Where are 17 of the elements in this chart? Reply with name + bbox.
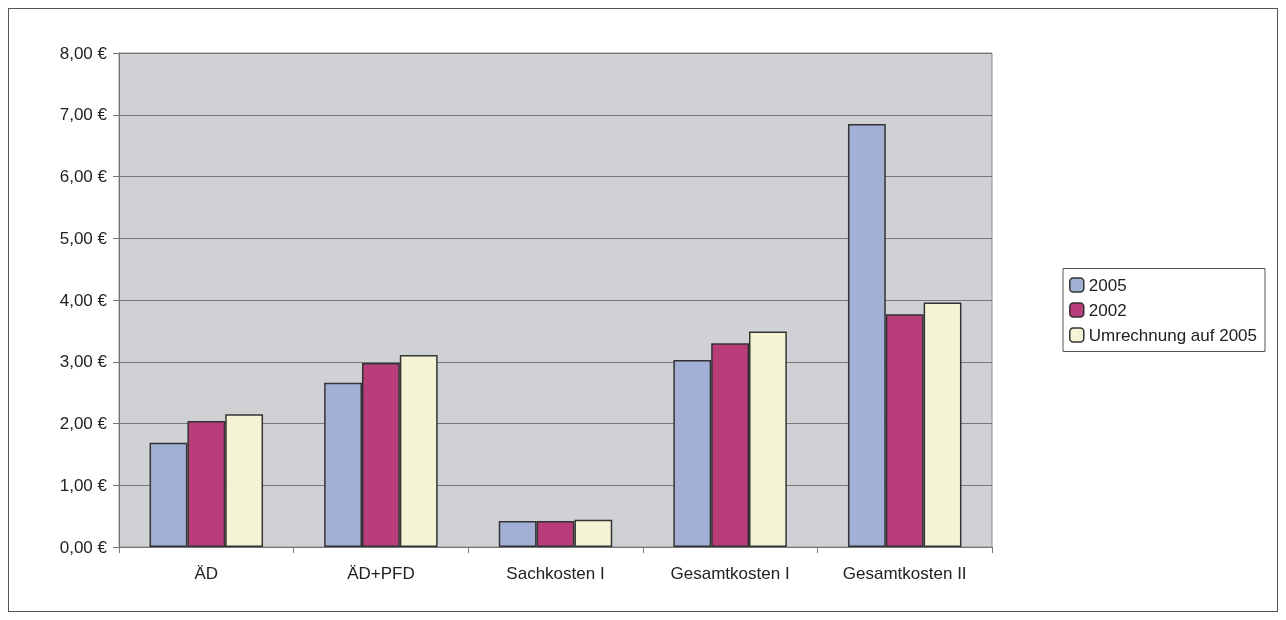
y-tick-label: 5,00 € bbox=[59, 228, 108, 248]
x-tick-label: Sachkosten I bbox=[506, 564, 605, 583]
y-tick-label: 7,00 € bbox=[59, 105, 108, 125]
legend-label: 2005 bbox=[1088, 275, 1127, 295]
y-tick-label: 1,00 € bbox=[59, 475, 108, 495]
y-tick-label: 4,00 € bbox=[59, 290, 108, 310]
y-tick-label: 0,00 € bbox=[59, 537, 108, 557]
y-tick-label: 2,00 € bbox=[59, 414, 108, 433]
legend-label: 2002 bbox=[1088, 300, 1127, 320]
x-tick-label: Gesamtkosten I bbox=[670, 564, 790, 583]
x-tick-label: ÄD+PFD bbox=[347, 564, 415, 583]
y-tick-label: 8,00 € bbox=[59, 43, 108, 63]
legend-label: Umrechnung auf 2005 bbox=[1088, 325, 1258, 345]
y-tick-label: 3,00 € bbox=[59, 352, 108, 372]
x-tick-label: ÄD bbox=[194, 564, 219, 583]
y-tick-label: 6,00 € bbox=[59, 167, 108, 186]
x-tick-label: Gesamtkosten II bbox=[842, 564, 967, 583]
